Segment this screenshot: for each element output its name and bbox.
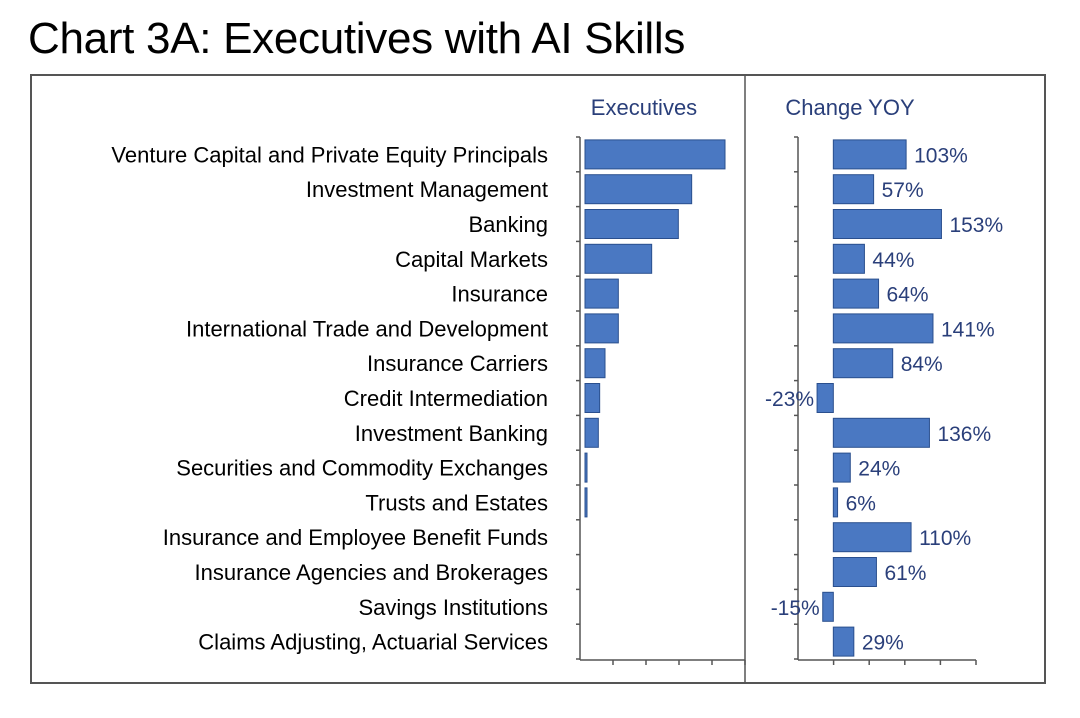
category-label: Savings Institutions	[358, 595, 548, 620]
category-label: Capital Markets	[395, 247, 548, 272]
change-yoy-value-label: 64%	[887, 284, 929, 307]
chart-title: Chart 3A: Executives with AI Skills	[28, 14, 686, 63]
category-label: Insurance and Employee Benefit Funds	[163, 525, 548, 550]
category-label: Investment Management	[306, 177, 548, 202]
executives-bar	[584, 313, 619, 344]
change-yoy-bar	[832, 452, 851, 483]
category-label: International Trade and Development	[186, 316, 548, 341]
change-yoy-value-label: 84%	[901, 353, 943, 376]
executives-bar	[584, 278, 619, 309]
executives-bar	[584, 452, 588, 483]
executives-bar	[584, 417, 599, 448]
category-label: Insurance	[451, 282, 548, 307]
change-yoy-bar	[832, 174, 875, 205]
change-yoy-value-label: 6%	[846, 492, 876, 515]
change-yoy-value-label: 24%	[858, 458, 900, 481]
executives-bar	[584, 139, 726, 170]
change-yoy-value-label: 57%	[882, 179, 924, 202]
executives-bar	[584, 243, 653, 274]
executives-bar	[584, 487, 588, 518]
executives-bar	[584, 209, 679, 239]
change-yoy-value-label: 103%	[914, 144, 968, 167]
change-yoy-value-label: 61%	[884, 562, 926, 585]
change-yoy-value-label: 141%	[941, 318, 995, 341]
category-label: Securities and Commodity Exchanges	[176, 456, 548, 481]
executives-bars	[584, 139, 726, 518]
change-yoy-bar	[822, 591, 834, 622]
category-labels: Venture Capital and Private Equity Princ…	[111, 142, 548, 654]
change-yoy-value-label: 153%	[949, 214, 1003, 237]
change-yoy-value-label: -15%	[771, 597, 820, 620]
change-yoy-bar	[832, 487, 839, 518]
change-yoy-value-label: 29%	[862, 632, 904, 655]
change-yoy-bar	[832, 209, 942, 239]
category-label: Banking	[468, 212, 548, 237]
change-yoy-bar	[832, 348, 894, 379]
panel-header-executives: Executives	[591, 95, 697, 120]
change-yoy-value-labels: 103% 57% 153% 44% 64% 141% 84% -23% 136% 24% 6% 110…	[765, 144, 1003, 654]
panel-header-change-yoy: Change YOY	[785, 95, 915, 120]
category-label: Claims Adjusting, Actuarial Services	[198, 630, 548, 655]
category-label: Venture Capital and Private Equity Princ…	[111, 142, 548, 167]
category-label: Investment Banking	[355, 421, 548, 446]
category-label: Credit Intermediation	[344, 386, 548, 411]
category-label: Trusts and Estates	[365, 490, 548, 515]
change-yoy-bar	[832, 313, 934, 344]
change-yoy-value-label: 136%	[937, 423, 991, 446]
executives-bar	[584, 348, 606, 379]
change-yoy-bar	[832, 417, 930, 448]
change-yoy-bar	[832, 522, 912, 553]
change-yoy-value-label: 110%	[919, 527, 971, 550]
change-yoy-bar	[832, 139, 907, 170]
change-yoy-bar	[816, 383, 834, 413]
change-yoy-value-label: -23%	[765, 388, 814, 411]
executives-bar	[584, 383, 601, 413]
change-yoy-bar	[832, 626, 855, 657]
executives-bar	[584, 174, 693, 205]
chart-frame	[30, 74, 1046, 684]
change-yoy-bars	[816, 139, 942, 657]
change-yoy-bar	[832, 243, 865, 274]
change-yoy-value-label: 44%	[872, 249, 914, 272]
change-yoy-bar	[832, 278, 880, 309]
category-label: Insurance Agencies and Brokerages	[195, 560, 548, 585]
category-label: Insurance Carriers	[367, 351, 548, 376]
change-yoy-bar	[832, 557, 877, 587]
axes	[576, 136, 977, 665]
